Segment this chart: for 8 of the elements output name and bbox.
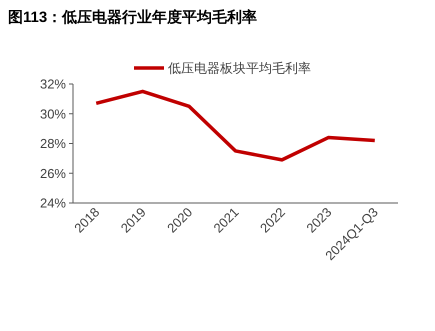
legend-label: 低压电器板块平均毛利率 (168, 60, 311, 76)
y-tick-label: 26% (40, 166, 66, 181)
line-series (94, 90, 377, 162)
y-tick-label: 24% (40, 196, 66, 210)
y-tick-label: 30% (40, 106, 66, 122)
y-tick-label: 28% (40, 136, 66, 151)
y-tick-label: 32% (40, 76, 66, 92)
chart-title: 图113：低压电器行业年度平均毛利率 (8, 8, 258, 26)
